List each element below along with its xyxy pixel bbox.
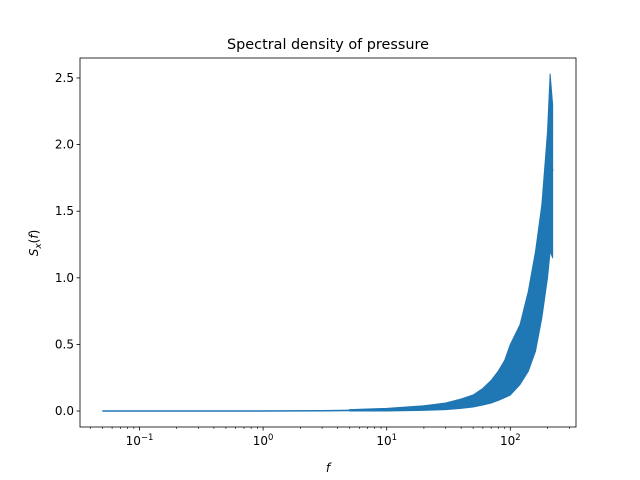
plot-content xyxy=(102,73,554,412)
x-axis-label: f xyxy=(326,461,332,475)
y-axis-ticks: 0.0 0.5 1.0 1.5 2.0 2.5 xyxy=(55,71,80,418)
x-tick-label: 101 xyxy=(376,433,397,448)
series-0-line xyxy=(102,150,554,412)
y-tick-label: 2.0 xyxy=(55,138,74,152)
y-tick-label: 2.5 xyxy=(55,71,74,85)
series-0-noise-band xyxy=(349,73,554,412)
y-tick-label: 0.5 xyxy=(55,337,74,351)
y-tick-label: 0.0 xyxy=(55,404,74,418)
y-tick-label: 1.0 xyxy=(55,271,74,285)
x-axis-ticks: 10−1 100 101 102 xyxy=(90,427,570,448)
y-axis-label: Sx(f) xyxy=(27,230,44,257)
x-tick-label: 102 xyxy=(500,433,521,448)
x-tick-label: 100 xyxy=(253,433,274,448)
x-tick-label: 10−1 xyxy=(126,433,154,448)
plot-frame xyxy=(79,57,577,428)
y-tick-label: 1.5 xyxy=(55,204,74,218)
chart-title: Spectral density of pressure xyxy=(227,37,429,53)
